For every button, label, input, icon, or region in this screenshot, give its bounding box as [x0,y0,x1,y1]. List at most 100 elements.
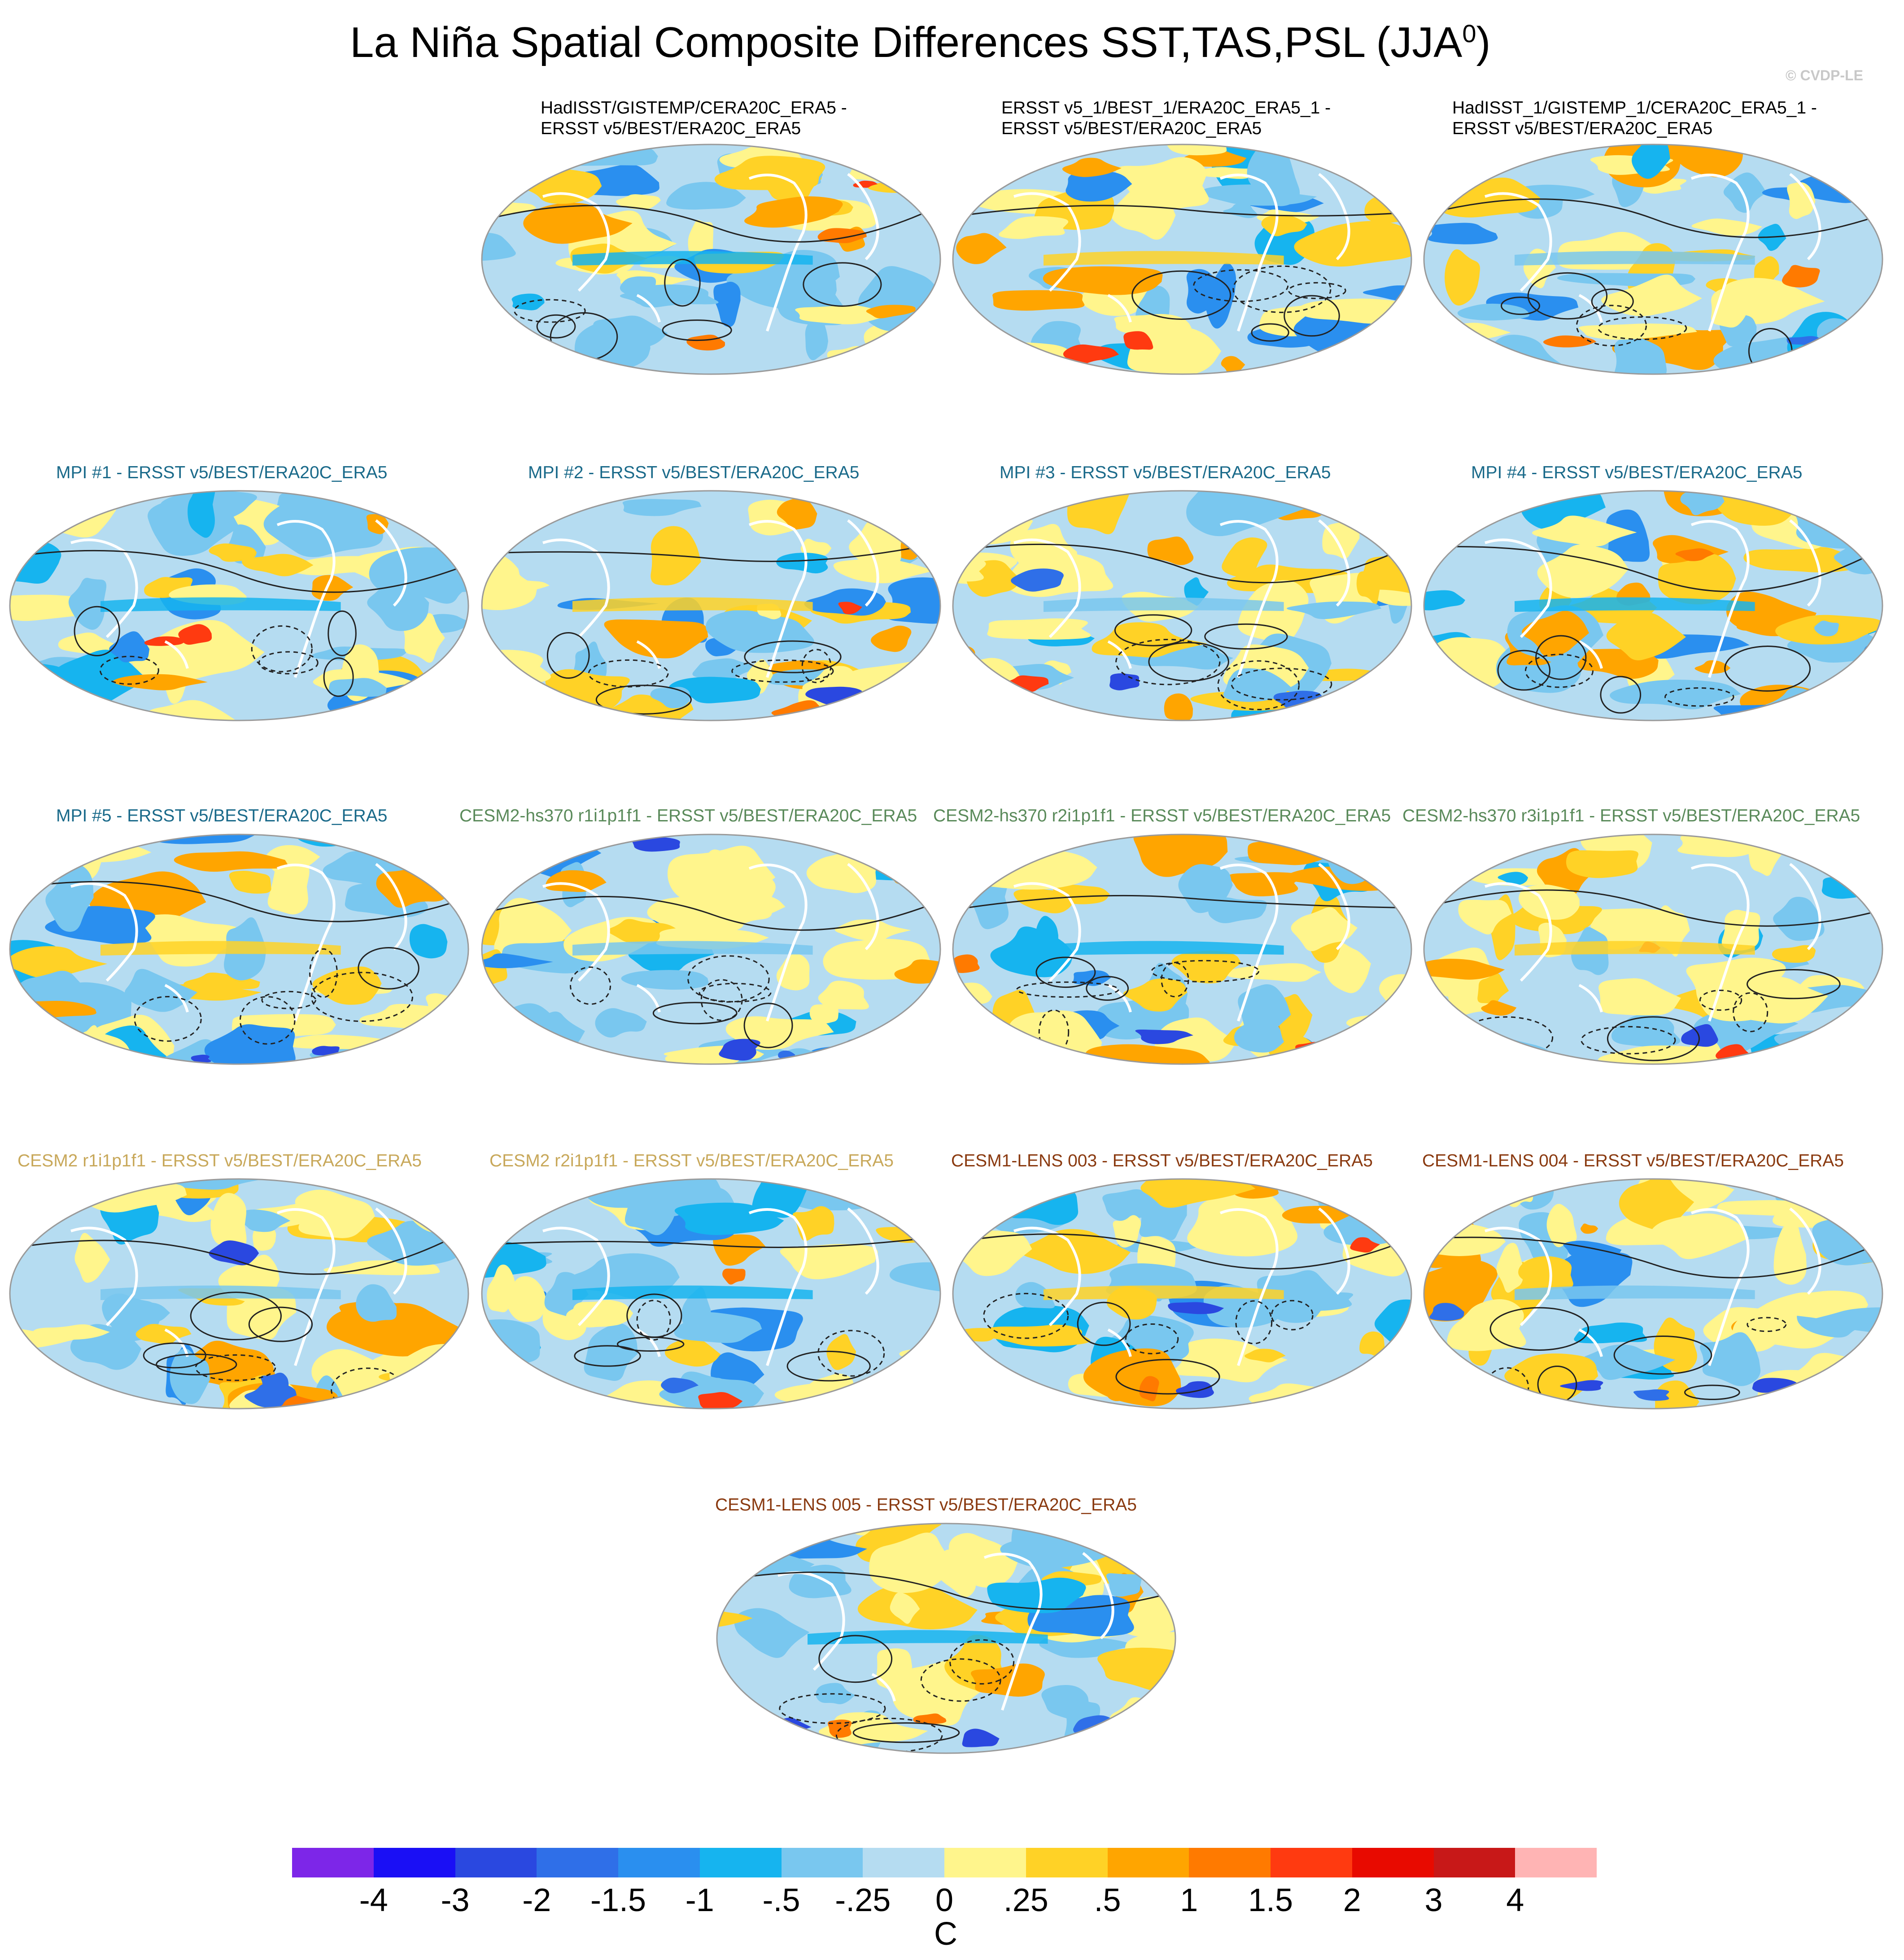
psl-contour [514,299,586,323]
strong-anomaly-region [1135,1029,1193,1044]
psl-contour [1459,1016,1554,1059]
anomaly-region [992,290,1085,311]
anomaly-region [1588,908,1670,950]
coastline [1690,1208,1750,1366]
anomaly-region [1317,1041,1380,1064]
anomaly-region [482,953,553,969]
colorbar-swatch [537,1848,618,1877]
anomaly-region [542,1397,580,1409]
anomaly-region [1247,144,1300,206]
anomaly-region [204,1024,296,1064]
psl-contour [960,1233,1405,1270]
coastline [1318,519,1350,607]
psl-contour [489,205,934,243]
anomaly-region [955,144,1057,154]
strong-anomaly-region [1123,331,1153,350]
coastline [542,538,610,638]
anomaly-region [1359,1331,1385,1358]
anomaly-region [286,1035,409,1049]
anomaly-region [595,1008,647,1038]
psl-contour [1231,668,1332,701]
anomaly-region [1818,834,1872,877]
anomaly-region [912,156,940,183]
anomaly-region [971,695,1007,718]
coastline [1107,1328,1132,1357]
anomaly-region [744,196,843,228]
panel-title-line: MPI #4 - ERSST v5/BEST/ERA20C_ERA5 [1471,463,1803,482]
anomaly-region [1610,680,1741,710]
anomaly-region [987,618,1091,640]
colorbar-swatch [863,1848,944,1877]
map-border [1423,834,1883,1065]
coastline [164,640,189,669]
anomaly-region [1619,1179,1694,1231]
psl-contour [574,1345,641,1367]
anomaly-region [890,1592,920,1624]
strong-anomaly-region [698,1392,743,1409]
coastline [70,1227,138,1327]
anomaly-region [1187,1189,1297,1257]
anomaly-region [1814,620,1839,637]
coastline [1107,640,1132,669]
psl-contour [1431,198,1876,238]
psl-contour [1613,1336,1712,1375]
anomaly-region [1309,1179,1411,1192]
anomaly-region [1294,221,1411,267]
map-panel-hs1 [481,834,941,1065]
anomaly-region [776,553,828,574]
panel-title-mpi3: MPI #3 - ERSST v5/BEST/ERA20C_ERA5 [1000,463,1331,483]
panel-title-line: MPI #1 - ERSST v5/BEST/ERA20C_ERA5 [56,463,388,482]
strong-anomaly-region [1755,144,1794,160]
anomaly-region [1650,1213,1749,1259]
anomaly-region [1379,834,1406,851]
psl-contour [239,996,296,1045]
anomaly-region [866,1394,901,1408]
anomaly-region [545,870,607,892]
anomaly-region [738,1523,797,1557]
colorbar-swatch [1271,1848,1352,1877]
equatorial-anomaly-band [572,597,813,612]
psl-contour [1115,1359,1220,1395]
psl-contour [1086,976,1129,1001]
psl-contour [1288,282,1346,299]
equatorial-anomaly-band [1044,1285,1284,1300]
anomaly-region [1011,1523,1050,1556]
psl-contour [960,895,1405,910]
coastline [1485,192,1552,292]
psl-contour [17,550,462,593]
coastline [847,1207,879,1295]
psl-contour [1251,323,1289,342]
equatorial-anomaly-band [1044,597,1284,612]
strong-anomaly-region [962,1729,1000,1747]
map-border [952,144,1412,375]
equatorial-anomaly-band [1515,597,1755,612]
psl-contour [1115,639,1221,685]
anomaly-region [966,837,1022,877]
psl-contour [17,1232,462,1275]
anomaly-region [1008,1012,1082,1064]
psl-contour [248,1306,313,1342]
anomaly-region [1238,984,1291,1043]
anomaly-region [752,1179,812,1218]
anomaly-region [409,1179,468,1234]
panel-title-obs2: ERSST v5_1/BEST_1/ERA20C_ERA5_1 - ERSST … [1001,98,1331,139]
coastline [1690,520,1750,678]
anomaly-region [604,619,708,659]
anomaly-region [717,1523,796,1557]
panel-title-line: CESM1-LENS 005 - ERSST v5/BEST/ERA20C_ER… [715,1495,1137,1515]
psl-contour [786,1350,871,1382]
anomaly-region [1424,1035,1485,1064]
colorbar-swatch [699,1848,782,1877]
map-border [481,490,941,721]
anomaly-region [141,700,236,720]
strong-anomaly-region [1424,711,1435,720]
strong-anomaly-region [191,1054,211,1063]
colorbar-swatch [781,1848,863,1877]
anomaly-region [1123,978,1188,1012]
strong-anomaly-region [1350,1237,1380,1253]
colorbar-tick-label: -4 [359,1882,388,1918]
anomaly-region [1757,834,1812,845]
anomaly-region [1670,144,1749,178]
coastline [847,173,879,261]
psl-contour [743,1003,793,1048]
